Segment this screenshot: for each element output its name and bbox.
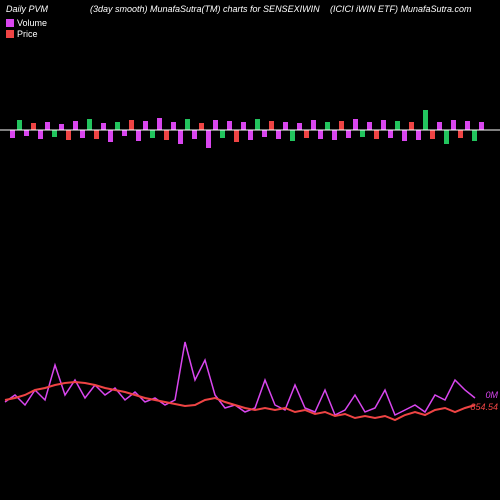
axis-label-bottom: 854.54 — [470, 402, 498, 412]
volume-bar — [381, 120, 386, 130]
volume-bar — [465, 121, 470, 130]
price-line — [5, 382, 475, 420]
chart-svg — [0, 0, 500, 500]
volume-bar — [227, 121, 232, 130]
volume-bar — [297, 123, 302, 130]
volume-bar — [10, 130, 15, 138]
volume-bar — [213, 120, 218, 130]
volume-bar — [17, 120, 22, 130]
volume-bar — [108, 130, 113, 142]
volume-bars — [10, 110, 484, 148]
volume-bar — [199, 123, 204, 130]
volume-bar — [59, 124, 64, 130]
volume-bar — [143, 121, 148, 130]
volume-bar — [150, 130, 155, 138]
volume-bar — [52, 130, 57, 137]
volume-bar — [423, 110, 428, 130]
volume-bar — [220, 130, 225, 138]
volume-bar — [283, 122, 288, 130]
volume-bar — [164, 130, 169, 140]
volume-bar — [444, 130, 449, 144]
volume-bar — [367, 122, 372, 130]
volume-bar — [388, 130, 393, 138]
volume-bar — [101, 123, 106, 130]
volume-bar — [416, 130, 421, 140]
volume-bar — [402, 130, 407, 141]
volume-bar — [31, 123, 36, 130]
volume-line — [5, 342, 475, 415]
volume-bar — [185, 119, 190, 130]
axis-label-top-text: 0M — [485, 390, 498, 400]
volume-bar — [80, 130, 85, 138]
volume-bar — [346, 130, 351, 138]
volume-bar — [24, 130, 29, 136]
volume-bar — [360, 130, 365, 137]
volume-bar — [318, 130, 323, 139]
volume-bar — [395, 121, 400, 130]
volume-bar — [45, 122, 50, 130]
volume-bar — [115, 122, 120, 130]
volume-bar — [192, 130, 197, 139]
volume-bar — [241, 122, 246, 130]
volume-bar — [472, 130, 477, 141]
volume-bar — [339, 121, 344, 130]
volume-bar — [157, 118, 162, 130]
volume-bar — [304, 130, 309, 138]
volume-bar — [136, 130, 141, 141]
volume-bar — [73, 121, 78, 130]
volume-bar — [269, 121, 274, 130]
volume-bar — [325, 122, 330, 130]
volume-bar — [262, 130, 267, 137]
volume-bar — [38, 130, 43, 139]
volume-bar — [248, 130, 253, 140]
volume-bar — [178, 130, 183, 144]
volume-bar — [171, 122, 176, 130]
volume-bar — [353, 119, 358, 130]
volume-bar — [87, 119, 92, 130]
volume-bar — [276, 130, 281, 139]
volume-bar — [430, 130, 435, 139]
volume-bar — [255, 119, 260, 130]
volume-bar — [479, 122, 484, 130]
volume-bar — [206, 130, 211, 148]
volume-bar — [66, 130, 71, 140]
volume-bar — [374, 130, 379, 139]
volume-bar — [290, 130, 295, 141]
volume-bar — [234, 130, 239, 142]
volume-bar — [451, 120, 456, 130]
axis-label-top: 0M — [485, 390, 498, 400]
volume-bar — [409, 122, 414, 130]
volume-bar — [129, 120, 134, 130]
volume-bar — [458, 130, 463, 138]
volume-bar — [311, 120, 316, 130]
volume-bar — [94, 130, 99, 139]
volume-bar — [437, 122, 442, 130]
axis-label-bottom-text: 854.54 — [470, 402, 498, 412]
volume-bar — [332, 130, 337, 140]
volume-bar — [122, 130, 127, 136]
